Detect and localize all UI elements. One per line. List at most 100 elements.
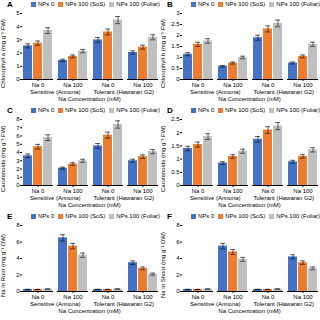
html-text:Chlorophyll b (mg g⁻¹ FW): Chlorophyll b (mg g⁻¹ FW) — [160, 18, 166, 88]
svg-text:Na 100: Na 100 — [133, 188, 153, 194]
svg-text:8: 8 — [16, 222, 20, 228]
svg-text:3: 3 — [16, 158, 20, 164]
html-text:Sensitive (Annona): Sensitive (Annona) — [29, 89, 81, 95]
svg-text:4: 4 — [16, 24, 20, 30]
html-text:Sensitive (Annona): Sensitive (Annona) — [29, 195, 81, 201]
svg-text:3: 3 — [16, 37, 20, 43]
svg-text:Na 100: Na 100 — [63, 188, 83, 194]
svg-text:Na 0: Na 0 — [262, 188, 275, 194]
html-text:Carotenoids (mg g⁻¹ FW): Carotenoids (mg g⁻¹ FW) — [0, 125, 6, 193]
html-text:NPs 0: NPs 0 — [197, 1, 215, 7]
svg-text:2.5: 2.5 — [171, 116, 180, 122]
html-text:NPs 0: NPs 0 — [37, 1, 55, 7]
svg-text:Na 0: Na 0 — [32, 188, 45, 194]
html-text:Na in Root (mg g⁻¹ DW): Na in Root (mg g⁻¹ DW) — [0, 233, 6, 297]
svg-text:Na 100: Na 100 — [63, 82, 83, 88]
svg-text:4: 4 — [16, 149, 20, 155]
html-text:Tolerant (Hawaran G2): Tolerant (Hawaran G2) — [253, 195, 315, 201]
svg-text:Na 100: Na 100 — [223, 188, 243, 194]
svg-text:Na 100: Na 100 — [63, 294, 83, 300]
svg-text:Na 0: Na 0 — [32, 294, 45, 300]
html-text:NPs 100 (Foliar): NPs 100 (Foliar) — [116, 213, 160, 219]
svg-text:0: 0 — [16, 288, 20, 294]
svg-text:5: 5 — [16, 10, 20, 16]
html-text:NPs 100 (SoS): NPs 100 (SoS) — [225, 1, 266, 7]
svg-text:0.5: 0.5 — [171, 65, 180, 71]
svg-text:2: 2 — [16, 272, 20, 278]
html-text:Chlorophyll a (mg g⁻¹ FW): Chlorophyll a (mg g⁻¹ FW) — [0, 18, 6, 88]
svg-text:3: 3 — [176, 10, 180, 16]
svg-text:8: 8 — [16, 116, 20, 122]
html-text:NPs 100 (SoS): NPs 100 (SoS) — [65, 107, 106, 113]
html-text:A: A — [7, 0, 13, 9]
svg-text:6: 6 — [16, 239, 20, 245]
svg-text:Na 0: Na 0 — [102, 82, 115, 88]
svg-text:Na 0: Na 0 — [262, 294, 275, 300]
html-text:NPs 100 (SoS): NPs 100 (SoS) — [65, 213, 106, 219]
svg-text:Na 0: Na 0 — [102, 188, 115, 194]
html-text:Tolerant (Hawaran G2): Tolerant (Hawaran G2) — [93, 195, 155, 201]
svg-text:2: 2 — [176, 130, 180, 136]
svg-text:1: 1 — [176, 156, 180, 162]
svg-text:Na 0: Na 0 — [192, 188, 205, 194]
html-text:Na Concentration (mM): Na Concentration (mM) — [218, 96, 281, 102]
svg-text:Na 0: Na 0 — [32, 82, 45, 88]
html-text:NPs 100 (Foliar): NPs 100 (Foliar) — [276, 107, 320, 113]
html-text:NPs 100 (Foliar): NPs 100 (Foliar) — [116, 107, 160, 113]
html-text:B: B — [167, 0, 173, 9]
html-text:Sensitive (Annona): Sensitive (Annona) — [29, 301, 81, 307]
svg-text:2: 2 — [16, 50, 20, 56]
html-text:Na Concentration (mM): Na Concentration (mM) — [58, 96, 121, 102]
html-text:Tolerant (Hawaran G2): Tolerant (Hawaran G2) — [93, 89, 155, 95]
html-text:Sensitive (Annona): Sensitive (Annona) — [189, 195, 241, 201]
svg-text:Na 100: Na 100 — [223, 294, 243, 300]
svg-text:2.5: 2.5 — [171, 21, 180, 27]
svg-text:2: 2 — [176, 32, 180, 38]
svg-text:Na 100: Na 100 — [133, 82, 153, 88]
svg-text:Na 100: Na 100 — [133, 294, 153, 300]
svg-text:4: 4 — [16, 255, 20, 261]
svg-text:0: 0 — [16, 182, 20, 188]
html-text:Carotenoids (mg g⁻¹ FW): Carotenoids (mg g⁻¹ FW) — [160, 125, 166, 193]
svg-text:4: 4 — [176, 255, 180, 261]
svg-text:1: 1 — [176, 54, 180, 60]
svg-text:0.5: 0.5 — [171, 169, 180, 175]
html-text:E: E — [7, 212, 13, 221]
svg-text:Na 0: Na 0 — [192, 294, 205, 300]
html-text:C: C — [7, 106, 13, 115]
svg-text:Na 100: Na 100 — [293, 188, 313, 194]
html-text:NPs 100 (Foliar): NPs 100 (Foliar) — [276, 1, 320, 7]
svg-text:1: 1 — [16, 174, 20, 180]
svg-text:0: 0 — [176, 288, 180, 294]
html-text:NPs 0: NPs 0 — [37, 107, 55, 113]
svg-text:7: 7 — [16, 125, 20, 131]
svg-text:Na 100: Na 100 — [293, 82, 313, 88]
svg-text:0: 0 — [176, 182, 180, 188]
html-text:NPs 0: NPs 0 — [37, 213, 55, 219]
svg-text:6: 6 — [176, 239, 180, 245]
svg-text:0: 0 — [176, 76, 180, 82]
svg-text:Na 0: Na 0 — [102, 294, 115, 300]
svg-text:8: 8 — [176, 222, 180, 228]
svg-text:Na 100: Na 100 — [293, 294, 313, 300]
html-text:NPs 0: NPs 0 — [197, 107, 215, 113]
html-text:NPs 100 (SoS): NPs 100 (SoS) — [65, 1, 106, 7]
svg-text:Na 0: Na 0 — [192, 82, 205, 88]
svg-text:6: 6 — [16, 133, 20, 139]
html-text:NPs 100 (SoS): NPs 100 (SoS) — [225, 107, 266, 113]
svg-text:2: 2 — [176, 272, 180, 278]
svg-text:2: 2 — [16, 166, 20, 172]
html-text:Tolerant (Hawaran G2): Tolerant (Hawaran G2) — [253, 89, 315, 95]
svg-text:Na 100: Na 100 — [223, 82, 243, 88]
svg-text:Na 0: Na 0 — [262, 82, 275, 88]
html-text:Na Concentration (mM): Na Concentration (mM) — [218, 202, 281, 208]
svg-text:1.5: 1.5 — [171, 143, 180, 149]
svg-text:1: 1 — [16, 63, 20, 69]
svg-text:1.5: 1.5 — [171, 43, 180, 49]
html-text:Na Concentration (mM): Na Concentration (mM) — [58, 202, 121, 208]
html-text:NPs 100 (Foliar): NPs 100 (Foliar) — [116, 1, 160, 7]
html-text:Sensitive (Annona): Sensitive (Annona) — [189, 89, 241, 95]
svg-text:5: 5 — [16, 141, 20, 147]
html-text:D: D — [167, 106, 173, 115]
svg-text:0: 0 — [16, 76, 20, 82]
